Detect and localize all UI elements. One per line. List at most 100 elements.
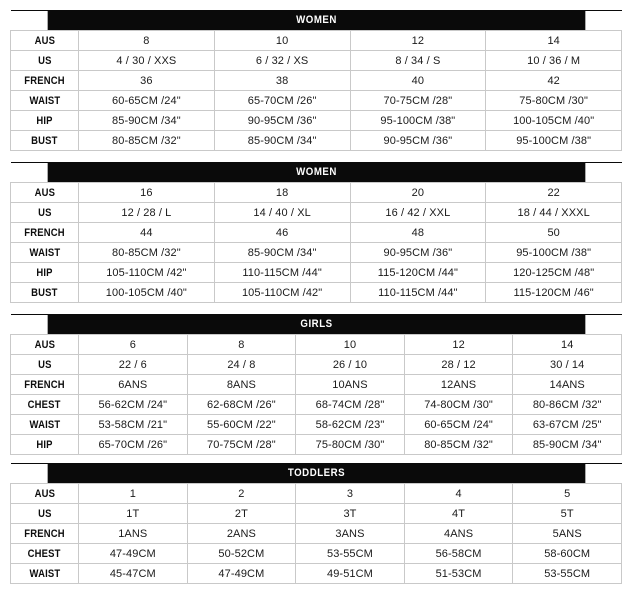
table-cell: 90-95CM /36" [213,110,351,131]
table-cell: 100-105CM /40" [485,110,623,131]
table-header-row: GIRLS [11,314,622,335]
row-label-text: US [37,54,52,67]
row-label-hip: HIP [10,110,79,131]
table-cell: 8 [186,334,297,355]
table-row: HIP 65-70CM /26" 70-75CM /28" 75-80CM /30" 8… [10,434,623,455]
table-header-row: WOMEN [11,10,622,31]
size-table-women-large: WOMEN AUS 16 18 20 22 US 12 / 28 / L 14 / 40 / X… [10,162,623,303]
table-cell: 6 [78,334,188,355]
size-table-women-small: WOMEN AUS 8 10 12 14 US 4 / 30 / XXS 6 / 32 / XS… [10,10,623,151]
table-cell: 60-65CM /24" [403,414,514,435]
table-cell: 10ANS [295,374,405,395]
table-cell: 65-70CM /26" [78,434,188,455]
row-label-us: US [10,503,79,524]
table-row: WAIST 53-58CM /21" 55-60CM /22" 58-62CM /23… [10,414,623,435]
table-row: AUS 8 10 12 14 [10,30,623,51]
row-label-waist: WAIST [10,242,79,263]
table-cell: 65-70CM /26" [213,90,351,111]
table-cell: 30 / 14 [512,354,623,375]
table-cell: 14 / 40 / XL [213,202,351,223]
table-cell: 115-120CM /46" [485,282,623,303]
row-label-text: AUS [34,34,55,47]
table-row: BUST 80-85CM /32" 85-90CM /34" 90-95CM /36"… [10,130,623,151]
table-cell: 45-47CM [78,563,188,584]
table-cell: 4 [403,483,514,504]
table-cell: 58-62CM /23" [295,414,405,435]
row-label-text: US [37,206,52,219]
table-title: GIRLS [47,314,585,335]
table-cell: 2T [186,503,297,524]
table-cell: 110-115CM /44" [349,282,487,303]
table-cell: 105-110CM /42" [213,282,351,303]
table-cell: 105-110CM /42" [78,262,215,283]
row-label-french: FRENCH [10,523,79,544]
row-label-text: US [37,507,52,520]
table-cell: 56-62CM /24" [78,394,188,415]
table-cell: 36 [78,70,215,91]
table-cell: 95-100CM /38" [485,130,623,151]
row-label-text: FRENCH [24,74,65,87]
table-cell: 80-85CM /32" [403,434,514,455]
row-label-bust: BUST [10,282,79,303]
row-label-bust: BUST [10,130,79,151]
table-cell: 6ANS [78,374,188,395]
row-label-french: FRENCH [10,374,79,395]
table-cell: 47-49CM [186,563,297,584]
table-cell: 50 [485,222,623,243]
table-row: US 1T 2T 3T 4T 5T [10,503,623,524]
table-cell: 53-55CM [295,543,405,564]
table-cell: 3T [295,503,405,524]
table-cell: 42 [485,70,623,91]
row-label-text: HIP [36,266,53,279]
table-row: BUST 100-105CM /40" 105-110CM /42" 110-115C… [10,282,623,303]
row-label-text: US [37,358,52,371]
table-row: FRENCH 6ANS 8ANS 10ANS 12ANS 14ANS [10,374,623,395]
row-label-text: BUST [31,286,58,299]
row-label-us: US [10,202,79,223]
table-cell: 1 [78,483,188,504]
table-cell: 2ANS [186,523,297,544]
table-cell: 70-75CM /28" [349,90,487,111]
table-cell: 75-80CM /30" [295,434,405,455]
table-cell: 50-52CM [186,543,297,564]
row-label-waist: WAIST [10,563,79,584]
table-cell: 28 / 12 [403,354,514,375]
table-row: US 22 / 6 24 / 8 26 / 10 28 / 12 30 / 14 [10,354,623,375]
table-row: HIP 105-110CM /42" 110-115CM /44" 115-120CM… [10,262,623,283]
row-label-text: FRENCH [24,378,65,391]
table-cell: 6 / 32 / XS [213,50,351,71]
row-label-text: HIP [36,438,53,451]
table-cell: 8ANS [186,374,297,395]
table-cell: 48 [349,222,487,243]
table-cell: 10 [213,30,351,51]
table-title: WOMEN [47,162,585,183]
table-cell: 55-60CM /22" [186,414,297,435]
table-cell: 5ANS [512,523,623,544]
table-cell: 12 [349,30,487,51]
table-cell: 85-90CM /34" [213,242,351,263]
table-row: AUS 16 18 20 22 [10,182,623,203]
table-cell: 10 [295,334,405,355]
row-label-chest: CHEST [10,543,79,564]
row-label-hip: HIP [10,262,79,283]
table-cell: 74-80CM /30" [403,394,514,415]
table-cell: 14 [512,334,623,355]
table-cell: 16 / 42 / XXL [349,202,487,223]
row-label-waist: WAIST [10,414,79,435]
table-cell: 115-120CM /44" [349,262,487,283]
row-label-text: HIP [36,114,53,127]
table-cell: 85-90CM /34" [512,434,623,455]
table-cell: 85-90CM /34" [213,130,351,151]
table-cell: 38 [213,70,351,91]
table-row: FRENCH 44 46 48 50 [10,222,623,243]
table-cell: 53-55CM [512,563,623,584]
table-cell: 95-100CM /38" [349,110,487,131]
row-label-text: WAIST [29,567,60,580]
table-row: WAIST 80-85CM /32" 85-90CM /34" 90-95CM /36… [10,242,623,263]
row-label-us: US [10,50,79,71]
table-cell: 12 / 28 / L [78,202,215,223]
table-cell: 70-75CM /28" [186,434,297,455]
table-cell: 80-85CM /32" [78,242,215,263]
table-cell: 60-65CM /24" [78,90,215,111]
table-cell: 22 / 6 [78,354,188,375]
